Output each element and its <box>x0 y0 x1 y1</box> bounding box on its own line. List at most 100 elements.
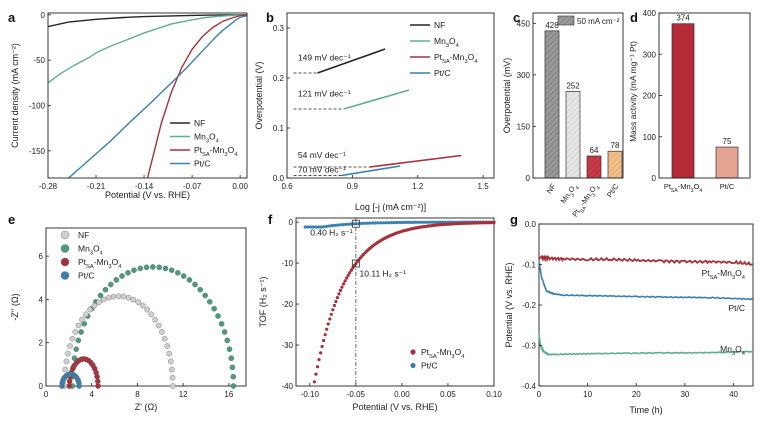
nyquist-point <box>75 322 82 329</box>
y-tick-label: 6 <box>39 252 44 261</box>
tof-point <box>379 221 383 225</box>
y-tick-label: 0 <box>289 218 294 227</box>
y-tick-label: 0 <box>41 11 46 20</box>
label-part: NF <box>434 20 445 30</box>
y-tick-label: -40 <box>281 382 293 391</box>
nyquist-point <box>105 294 112 301</box>
tof-point <box>334 299 338 304</box>
tof-point <box>438 220 442 224</box>
legend-label: Pt/C <box>194 159 211 169</box>
label-part: -Mn <box>210 145 225 155</box>
tof-point <box>312 380 316 384</box>
tof-point <box>328 317 332 321</box>
panel-letter: b <box>266 10 274 25</box>
label-part: O <box>468 52 475 62</box>
tof-point <box>414 220 418 224</box>
legend-swatch <box>557 15 575 26</box>
y-tick-label: -20 <box>281 300 293 309</box>
nyquist-point <box>229 364 236 371</box>
label-part: 3 <box>691 188 694 194</box>
label-part: O <box>228 145 235 155</box>
legend-label: PtSA-Mn3O4 <box>434 52 478 65</box>
x-tick-label: 0.05 <box>440 390 456 399</box>
x-tick-label: 0 <box>537 390 542 399</box>
label-part: 3 <box>446 43 449 49</box>
tof-point <box>433 220 437 224</box>
label-part: Pt <box>664 182 672 191</box>
label-part: O <box>455 347 462 357</box>
label-part: Mn <box>434 36 446 46</box>
nyquist-point <box>110 293 117 300</box>
nyquist-point <box>100 296 107 303</box>
label-part: Pt/C <box>434 68 451 78</box>
label-part: Mn <box>194 132 206 142</box>
x-tick-label: 1.5 <box>478 182 490 191</box>
tof-point <box>325 224 329 228</box>
nyquist-point <box>226 346 233 353</box>
tof-marker <box>351 259 360 268</box>
legend-label: NF <box>194 118 205 128</box>
label-part: 4 <box>216 139 220 145</box>
tof-series-pt <box>312 221 496 384</box>
y-tick-label: 150 <box>517 122 531 131</box>
nyquist-point <box>67 343 73 349</box>
nyquist-point <box>94 373 100 380</box>
legend-label: 50 mA cm⁻² <box>577 17 620 26</box>
x-axis-label: Potential (V vs. RHE) <box>105 190 190 200</box>
x-tick-label: 0.00 <box>394 390 410 399</box>
label-part: Pt <box>434 52 443 62</box>
nyquist-point <box>66 378 73 385</box>
nyquist-point <box>230 383 237 389</box>
label-part: 4 <box>575 185 582 191</box>
label-part: Mn <box>78 244 90 254</box>
tof-point <box>314 225 318 229</box>
y-tick-label: 2 <box>39 339 44 348</box>
tafel-line-nf <box>317 48 386 74</box>
x-tick-label: -0.10 <box>301 390 320 399</box>
nyquist-point <box>169 366 175 373</box>
tof-point <box>422 220 426 224</box>
label-part: 3 <box>732 351 735 357</box>
nyquist-point <box>95 383 101 389</box>
tof-point <box>338 223 342 227</box>
bar <box>586 155 602 179</box>
nyquist-point <box>65 350 71 357</box>
nyquist-point <box>130 296 137 303</box>
tof-point <box>352 222 356 226</box>
tof-point <box>344 222 348 226</box>
nyquist-point <box>119 273 125 279</box>
tof-point <box>326 322 330 326</box>
nyquist-point <box>230 373 236 380</box>
x-axis-label: Potential (V vs. RHE) <box>352 402 437 412</box>
label-part: 3 <box>206 139 209 145</box>
y-tick-label: -0.3 <box>522 342 536 351</box>
tafel-slope-label: 121 mV dec⁻¹ <box>298 89 351 99</box>
label-part: 4 <box>699 188 702 194</box>
tof-point <box>408 220 412 224</box>
legend-label: PtSA-Mn3O4 <box>194 145 238 158</box>
nyquist-point <box>62 366 68 373</box>
nyquist-point <box>95 378 101 385</box>
tafel-line-pt <box>369 154 462 168</box>
y-tick-label: -150 <box>29 147 46 156</box>
label-part: 4 <box>742 351 746 357</box>
tafel-slope-label: 70 mV dec⁻¹ <box>298 165 346 175</box>
tof-point <box>306 225 310 229</box>
nyquist-point <box>197 286 203 293</box>
nyquist-point <box>218 320 225 327</box>
tof-point <box>345 276 349 280</box>
panel-a-series <box>48 14 247 178</box>
stability-line-pt <box>538 254 753 266</box>
panel-a-frame <box>47 12 248 179</box>
tof-point <box>416 220 421 224</box>
nyquist-point <box>164 343 170 349</box>
panel-letter: f <box>268 212 273 227</box>
x-tick-label: 12 <box>179 390 188 399</box>
nyquist-point <box>96 299 102 306</box>
tof-point <box>319 225 323 229</box>
y-tick-label: 100 <box>643 133 657 142</box>
nyquist-point <box>221 329 228 335</box>
nyquist-point <box>150 264 156 270</box>
x-axis-label: Log [-j (mA cm⁻²)] <box>355 202 426 212</box>
nyquist-point <box>76 383 82 389</box>
